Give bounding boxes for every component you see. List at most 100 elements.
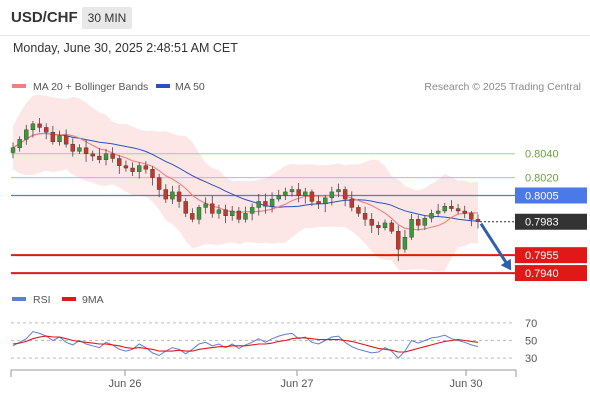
- candle-body: [196, 207, 202, 220]
- rsi-tick-50: 50: [525, 336, 537, 348]
- rsi-pane: 70 50 30: [11, 318, 537, 365]
- candle-body: [70, 143, 75, 152]
- candle-body: [442, 206, 447, 212]
- candle-body: [376, 225, 381, 228]
- candle: [117, 155, 122, 174]
- candle: [210, 195, 215, 218]
- candle: [24, 124, 29, 145]
- candle: [103, 148, 109, 166]
- candle-body: [435, 210, 441, 214]
- rsi-legend-swatch: [12, 297, 26, 301]
- candle-body: [336, 189, 341, 193]
- candle: [137, 162, 142, 179]
- candle-body: [150, 169, 155, 178]
- candle: [356, 204, 361, 217]
- candle: [70, 138, 75, 157]
- support-2-label-bg: [515, 265, 587, 282]
- candles: [10, 117, 481, 262]
- pivot-label-bg: [515, 187, 587, 204]
- candle: [309, 189, 315, 206]
- bollinger-band: [13, 94, 478, 272]
- candle-body: [249, 207, 255, 214]
- ma50-line: [12, 132, 479, 222]
- rsi-ma-line: [12, 335, 479, 353]
- rsi-ma-legend-label: 9MA: [82, 294, 104, 306]
- candle-body: [469, 213, 474, 220]
- candle: [263, 193, 268, 214]
- ma50-legend-swatch: [156, 84, 170, 88]
- candle-body: [10, 147, 16, 153]
- support-1-label: 0.7955: [515, 247, 587, 264]
- candle: [402, 229, 408, 253]
- candle: [336, 183, 341, 198]
- price-legend: MA 20 + Bollinger Bands MA 50 Research ©…: [12, 81, 581, 93]
- ma20-legend-label: MA 20 + Bollinger Bands: [33, 81, 148, 93]
- candle: [303, 187, 308, 204]
- candle-body: [90, 153, 95, 157]
- candle-body: [289, 189, 295, 193]
- candle: [396, 225, 401, 262]
- rsi-tick-30: 30: [525, 353, 537, 365]
- candle: [416, 215, 421, 231]
- candle-body: [103, 153, 109, 160]
- x-tick-label: Jun 27: [280, 378, 313, 390]
- x-axis-labels: Jun 26 Jun 27 Jun 30: [108, 370, 483, 390]
- candle: [382, 219, 388, 231]
- candle: [190, 208, 195, 223]
- candle: [323, 194, 328, 213]
- level-lines: [11, 153, 587, 275]
- candle-body: [243, 213, 248, 220]
- candle: [223, 204, 228, 224]
- candle: [349, 191, 354, 212]
- candle: [57, 130, 62, 146]
- candle: [97, 148, 102, 164]
- support-2-label-text: 0.7940: [525, 268, 559, 280]
- candle: [37, 117, 42, 133]
- candle-body: [389, 222, 394, 232]
- candle-body: [283, 191, 288, 196]
- timeframe-button[interactable]: 30 MIN: [82, 7, 132, 29]
- candle-body: [210, 203, 215, 214]
- candle: [362, 206, 368, 226]
- candle-body: [455, 208, 461, 212]
- candle-body: [263, 201, 268, 207]
- candle-body: [170, 191, 175, 200]
- candle: [409, 214, 414, 240]
- candle-body: [77, 147, 82, 152]
- resistance-2-label-text: 0.8040: [525, 149, 559, 161]
- candle-body: [349, 198, 354, 208]
- candle-body: [176, 191, 182, 202]
- research-credit: Research © 2025 Trading Central: [424, 81, 581, 93]
- candle-body: [449, 206, 454, 209]
- ma20-legend-swatch: [12, 84, 26, 88]
- candle: [196, 204, 202, 225]
- candle-body: [269, 198, 275, 207]
- x-tick-label: Jun 26: [108, 378, 141, 390]
- candle-body: [416, 219, 421, 226]
- candle: [342, 186, 348, 207]
- candle-body: [236, 210, 242, 220]
- candle-body: [369, 219, 374, 226]
- resistance-1-label: 0.8020: [525, 173, 559, 185]
- rsi-ma-legend-swatch: [62, 297, 76, 301]
- support-1-label-text: 0.7955: [525, 250, 559, 262]
- candle-body: [57, 135, 62, 142]
- pivot-label: 0.8005: [515, 187, 587, 204]
- candle-body: [309, 191, 315, 202]
- candle: [449, 200, 454, 212]
- bollinger-band-fill: [13, 94, 478, 272]
- candle: [455, 203, 461, 215]
- candle: [422, 215, 428, 230]
- candle-body: [356, 207, 361, 214]
- candle-body: [256, 201, 261, 208]
- resistance-1-label-text: 0.8020: [525, 173, 559, 185]
- candle: [369, 213, 374, 233]
- candle-body: [316, 201, 321, 205]
- candle: [110, 147, 115, 163]
- candle: [249, 203, 255, 221]
- candle: [143, 161, 149, 174]
- last-price-label-text: 0.7983: [525, 217, 559, 229]
- symbol-title: USD/CHF: [11, 9, 78, 26]
- candle-body: [110, 153, 115, 159]
- candle: [230, 205, 235, 221]
